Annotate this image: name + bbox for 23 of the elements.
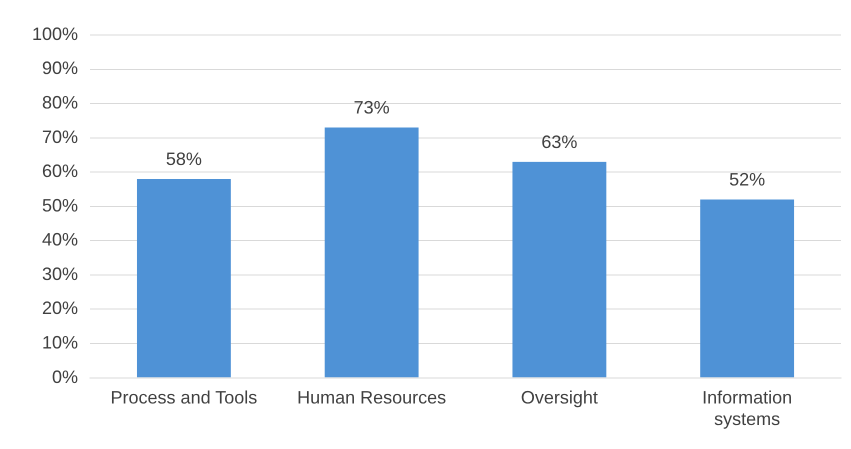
y-tick-label: 80% bbox=[42, 92, 78, 113]
x-tick-label: Oversight bbox=[520, 388, 598, 408]
data-label: 58% bbox=[166, 148, 202, 169]
y-tick-label: 0% bbox=[52, 366, 78, 387]
x-tick-label: Human Resources bbox=[297, 388, 446, 408]
bar bbox=[700, 200, 794, 378]
y-tick-label: 100% bbox=[32, 24, 78, 44]
bar bbox=[324, 128, 419, 378]
bar bbox=[512, 162, 606, 378]
data-label: 52% bbox=[729, 170, 766, 190]
x-tick-label: Information systems bbox=[702, 388, 792, 430]
data-label: 63% bbox=[541, 132, 578, 152]
y-tick-label: 60% bbox=[42, 161, 78, 182]
y-tick-label: 90% bbox=[42, 58, 78, 78]
y-tick-label: 30% bbox=[42, 264, 78, 284]
x-tick-label: Process and Tools bbox=[110, 388, 258, 408]
y-tick-label: 50% bbox=[42, 195, 78, 216]
data-label: 73% bbox=[354, 98, 390, 118]
bar bbox=[136, 178, 231, 378]
y-tick-label: 20% bbox=[42, 298, 78, 318]
y-tick-label: 40% bbox=[42, 230, 78, 250]
y-tick-label: 10% bbox=[42, 332, 78, 352]
y-tick-label: 70% bbox=[42, 126, 78, 147]
